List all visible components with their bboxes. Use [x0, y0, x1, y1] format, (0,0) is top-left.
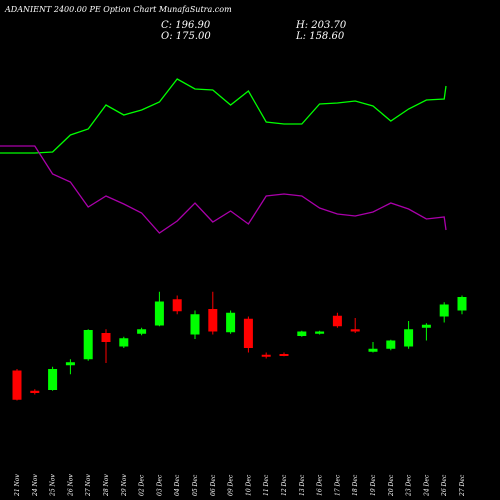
candle-body — [421, 324, 431, 328]
x-tick-label: 10 Dec — [245, 474, 252, 496]
candle-body — [101, 333, 111, 342]
candle-body — [154, 301, 164, 326]
x-tick-label: 26 Nov — [67, 474, 74, 497]
candle-body — [404, 329, 414, 347]
open-label: O: — [161, 31, 173, 42]
x-tick-label: 29 Nov — [121, 474, 128, 497]
candle-10 — [172, 295, 182, 315]
x-tick-label: 25 Nov — [50, 474, 57, 497]
candle-17 — [297, 330, 307, 337]
x-tick-label: 26 Dec — [441, 474, 448, 497]
candle-body — [208, 309, 218, 332]
candle-16 — [279, 352, 289, 357]
high-value: 203.70 — [311, 20, 347, 31]
candle-body — [297, 331, 307, 336]
candle-23 — [404, 321, 414, 349]
candle-22 — [386, 339, 396, 351]
candle-1 — [12, 369, 22, 401]
open-value: 175.00 — [175, 31, 211, 42]
candle-19 — [332, 312, 342, 328]
candle-body — [368, 348, 378, 352]
candle-9 — [154, 291, 164, 327]
x-tick-label: 16 Dec — [317, 474, 324, 496]
x-tick-label: 09 Dec — [228, 474, 235, 496]
x-tick-label: 06 Dec — [210, 474, 217, 496]
x-tick-label: 24 Nov — [32, 474, 39, 497]
x-tick-label: 03 Dec — [156, 474, 163, 496]
candle-body — [226, 312, 236, 333]
candle-18 — [315, 330, 325, 335]
x-tick-label: 12 Dec — [281, 474, 288, 496]
candle-body — [332, 315, 342, 327]
candle-14 — [243, 316, 253, 353]
x-tick-label: 04 Dec — [174, 474, 181, 496]
candle-body — [48, 369, 58, 390]
candle-body — [439, 304, 449, 317]
candle-11 — [190, 310, 200, 339]
candle-body — [261, 354, 271, 357]
x-tick-label: 17 Dec — [334, 474, 341, 496]
candle-2 — [30, 389, 40, 395]
x-tick-label: 19 Dec — [370, 474, 377, 496]
low-value: 158.60 — [309, 31, 345, 42]
candle-21 — [368, 342, 378, 353]
open-readout: O: 175.00 — [161, 31, 211, 42]
x-tick-label: 18 Dec — [352, 474, 359, 496]
chart-title: ADANIENT 2400.00 PE Option Chart MunafaS… — [5, 5, 232, 14]
candle-13 — [226, 310, 236, 334]
indicator-line-1 — [0, 78, 447, 154]
x-tick-label: 13 Dec — [299, 474, 306, 496]
x-tick-label: 24 Dec — [423, 474, 430, 497]
x-tick-label: 27 Nov — [85, 474, 92, 497]
x-axis: 21 Nov 24 Nov 25 Nov 26 Nov 27 Nov 28 Nov 29 N… — [14, 474, 466, 497]
candle-body — [386, 340, 396, 349]
candle-body — [279, 354, 289, 356]
low-readout: L: 158.60 — [296, 31, 344, 42]
candle-body — [65, 362, 75, 366]
candle-body — [83, 330, 93, 360]
candle-20 — [350, 318, 360, 333]
candle-6 — [101, 329, 111, 363]
indicator-line-2 — [0, 145, 447, 234]
candle-body — [190, 314, 200, 335]
candle-body — [137, 329, 147, 334]
x-tick-label: 05 Dec — [192, 474, 199, 496]
candle-body — [243, 318, 253, 348]
candle-body — [350, 329, 360, 332]
low-label: L: — [296, 31, 307, 42]
candles — [12, 291, 467, 401]
x-tick-label: 28 Nov — [103, 474, 110, 497]
candle-15 — [261, 352, 271, 359]
x-tick-label: 21 Nov — [14, 474, 21, 497]
candle-body — [315, 331, 325, 334]
x-tick-label: 11 Dec — [263, 474, 270, 496]
candle-7 — [119, 336, 129, 348]
high-readout: H: 203.70 — [296, 20, 346, 31]
close-value: 196.90 — [175, 20, 211, 31]
x-tick-label: 20 Dec — [388, 474, 395, 497]
candle-12 — [208, 291, 218, 335]
high-label: H: — [296, 20, 309, 31]
indicator-lines — [0, 78, 447, 234]
candle-25 — [439, 302, 449, 323]
close-readout: C: 196.90 — [161, 20, 210, 31]
candle-4 — [65, 359, 75, 375]
candle-body — [457, 297, 467, 311]
x-tick-label: 27 Dec — [459, 474, 466, 497]
candle-8 — [137, 327, 147, 336]
candle-body — [30, 390, 40, 393]
candle-5 — [83, 329, 93, 361]
candle-26 — [457, 295, 467, 315]
x-tick-label: 23 Dec — [406, 474, 413, 497]
candle-body — [172, 299, 182, 312]
candle-24 — [421, 323, 431, 341]
x-tick-label: 02 Dec — [139, 474, 146, 496]
close-label: C: — [161, 20, 173, 31]
candle-3 — [48, 366, 58, 391]
candle-body — [12, 370, 22, 400]
candle-body — [119, 338, 129, 347]
